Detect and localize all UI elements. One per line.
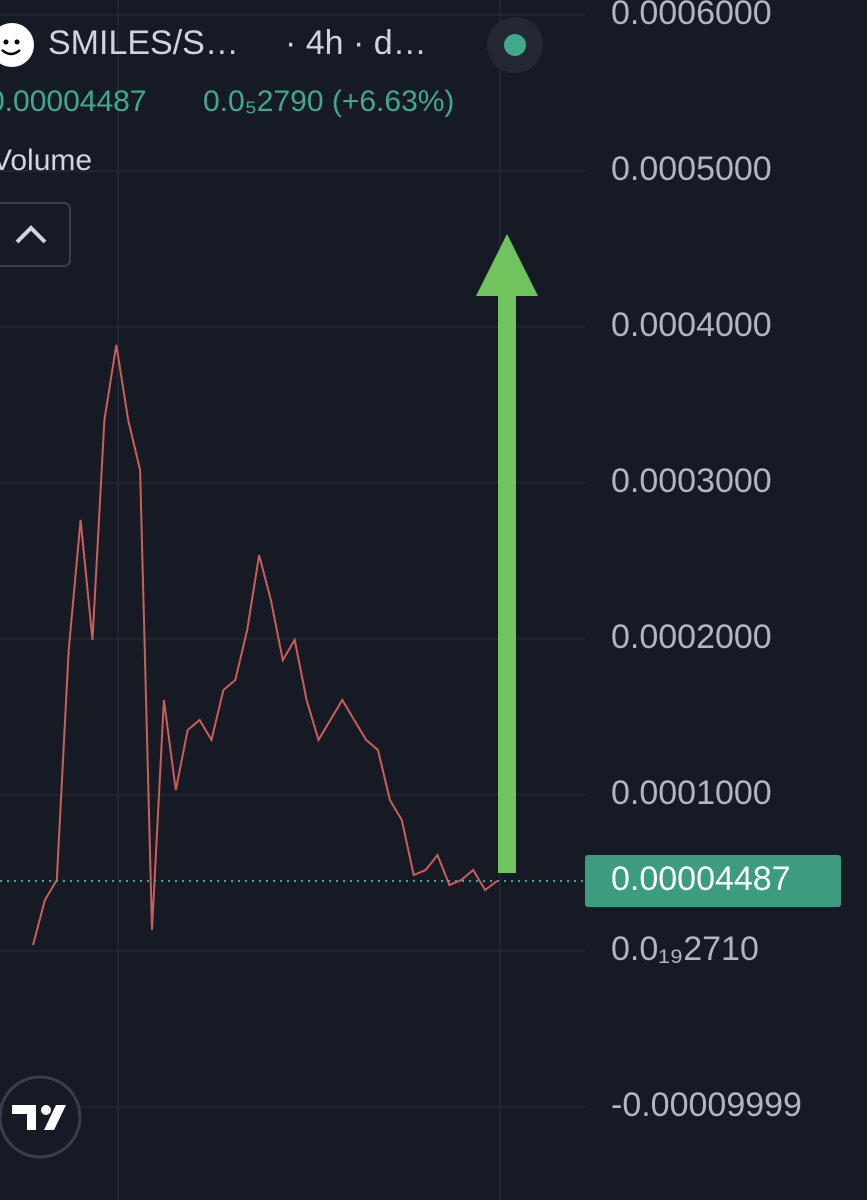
y-tick-label: 0.0004000 bbox=[611, 306, 772, 344]
logo-eye bbox=[3, 39, 9, 45]
y-tick-label: 0.0001000 bbox=[611, 774, 772, 812]
y-tick-label: 0.0005000 bbox=[611, 150, 772, 188]
change: 0.0₅2790 (+6.63%) bbox=[203, 85, 454, 118]
plot bbox=[0, 14, 585, 1108]
price-line bbox=[32, 344, 498, 946]
tv-logo-mark bbox=[12, 1105, 66, 1130]
indicator: Volume bbox=[0, 144, 92, 177]
current-price-label: 0.00004487 bbox=[611, 860, 791, 898]
tv-logo[interactable] bbox=[0, 1075, 82, 1159]
status-dot bbox=[504, 34, 526, 56]
current-price-box bbox=[585, 855, 841, 908]
logo-eye bbox=[14, 39, 20, 45]
logo-smile bbox=[1, 49, 21, 56]
symbol: SMILES/S… bbox=[48, 24, 239, 62]
y-tick-label: 0.0002000 bbox=[611, 618, 772, 656]
chevron bbox=[15, 225, 47, 244]
y-tick-label: 0.0006000 bbox=[611, 0, 772, 32]
logo bbox=[0, 23, 34, 67]
y-tick-label: 0.0003000 bbox=[611, 462, 772, 500]
interval: · 4h · d… bbox=[285, 24, 427, 62]
tv-logo-dot bbox=[41, 1105, 51, 1115]
arrow bbox=[476, 234, 538, 873]
price: 0.00004487 bbox=[0, 85, 147, 118]
y-tick-label: -0.00009999 bbox=[611, 1086, 802, 1124]
y-tick-label: 0.0₁₉2710 bbox=[611, 930, 759, 968]
